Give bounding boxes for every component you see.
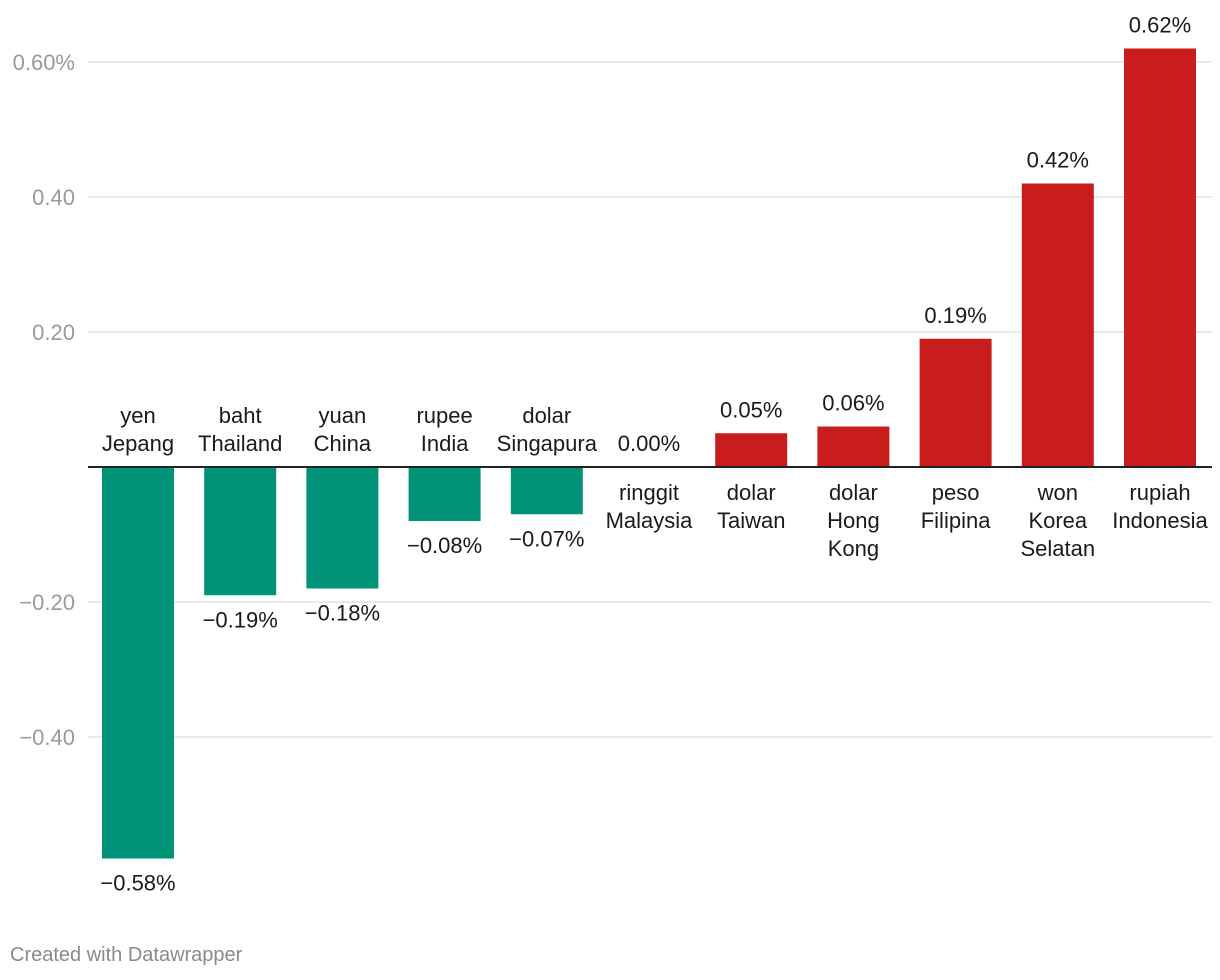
labels: 0.60% 0.40 0.20 −0.20 −0.40 −0.58% yen Jepang −0… [13,13,1209,896]
category-label-line: Malaysia [606,508,694,533]
category-label-line: Korea [1028,508,1087,533]
category-label-line: Selatan [1020,536,1095,561]
credit-text: Created with Datawrapper [10,944,243,966]
bar-baht-thailand [204,467,277,596]
category-label-line: dolar [522,403,571,428]
value-label: 0.62% [1129,13,1191,38]
category-label-line: India [421,431,469,456]
category-label-line: rupiah [1129,480,1190,505]
category-label: won Korea Selatan [1020,480,1095,561]
category-label-line: yen [120,403,155,428]
bar-peso-filipina [919,338,992,467]
value-label: −0.18% [305,601,380,626]
category-label-line: yuan [319,403,367,428]
category-label-line: peso [932,480,980,505]
category-label-line: dolar [829,480,878,505]
category-label: ringgit Malaysia [606,480,694,533]
bar-won-korea-selatan [1021,183,1094,467]
y-tick-label: 0.60% [13,50,75,75]
category-label-line: won [1037,480,1078,505]
y-tick-label: 0.20 [32,320,75,345]
category-label-line: Singapura [497,431,598,456]
category-label-line: Hong [827,508,880,533]
value-label: −0.08% [407,533,482,558]
value-label: 0.05% [720,397,782,422]
bar-yuan-china [306,467,379,589]
bar-rupiah-indonesia [1124,48,1196,467]
category-label: rupee India [416,403,472,456]
value-label: 0.42% [1027,148,1089,173]
bar-dolar-taiwan [715,433,788,467]
category-label-line: ringgit [619,480,679,505]
category-label: dolar Singapura [497,403,598,456]
category-label-line: Filipina [921,508,991,533]
category-label-line: Indonesia [1112,508,1208,533]
category-label: peso Filipina [921,480,991,533]
category-label-line: Thailand [198,431,282,456]
value-label: −0.19% [203,607,278,632]
category-label: dolar Hong Kong [827,480,880,561]
value-label: −0.07% [509,526,584,551]
bar-rupee-india [408,467,481,521]
y-tick-label: 0.40 [32,185,75,210]
value-label: 0.19% [924,303,986,328]
bar-yen-jepang [102,467,174,859]
bar-dolar-singapura [510,467,583,515]
category-label-line: Kong [828,536,879,561]
category-label-line: baht [219,403,262,428]
y-tick-label: −0.40 [19,725,75,750]
category-label-line: China [314,431,372,456]
value-label: −0.58% [100,871,175,896]
bar-dolar-hong-kong [817,426,890,467]
category-label: baht Thailand [198,403,282,456]
category-label-line: Taiwan [717,508,785,533]
category-label-line: rupee [416,403,472,428]
category-label: yen Jepang [102,403,174,456]
category-label-line: Jepang [102,431,174,456]
y-tick-label: −0.20 [19,590,75,615]
category-label: rupiah Indonesia [1112,480,1208,533]
category-label: dolar Taiwan [717,480,785,533]
value-label: 0.06% [822,391,884,416]
bars [102,48,1196,859]
value-label: 0.00% [618,431,680,456]
category-label-line: dolar [727,480,776,505]
category-label: yuan China [314,403,372,456]
